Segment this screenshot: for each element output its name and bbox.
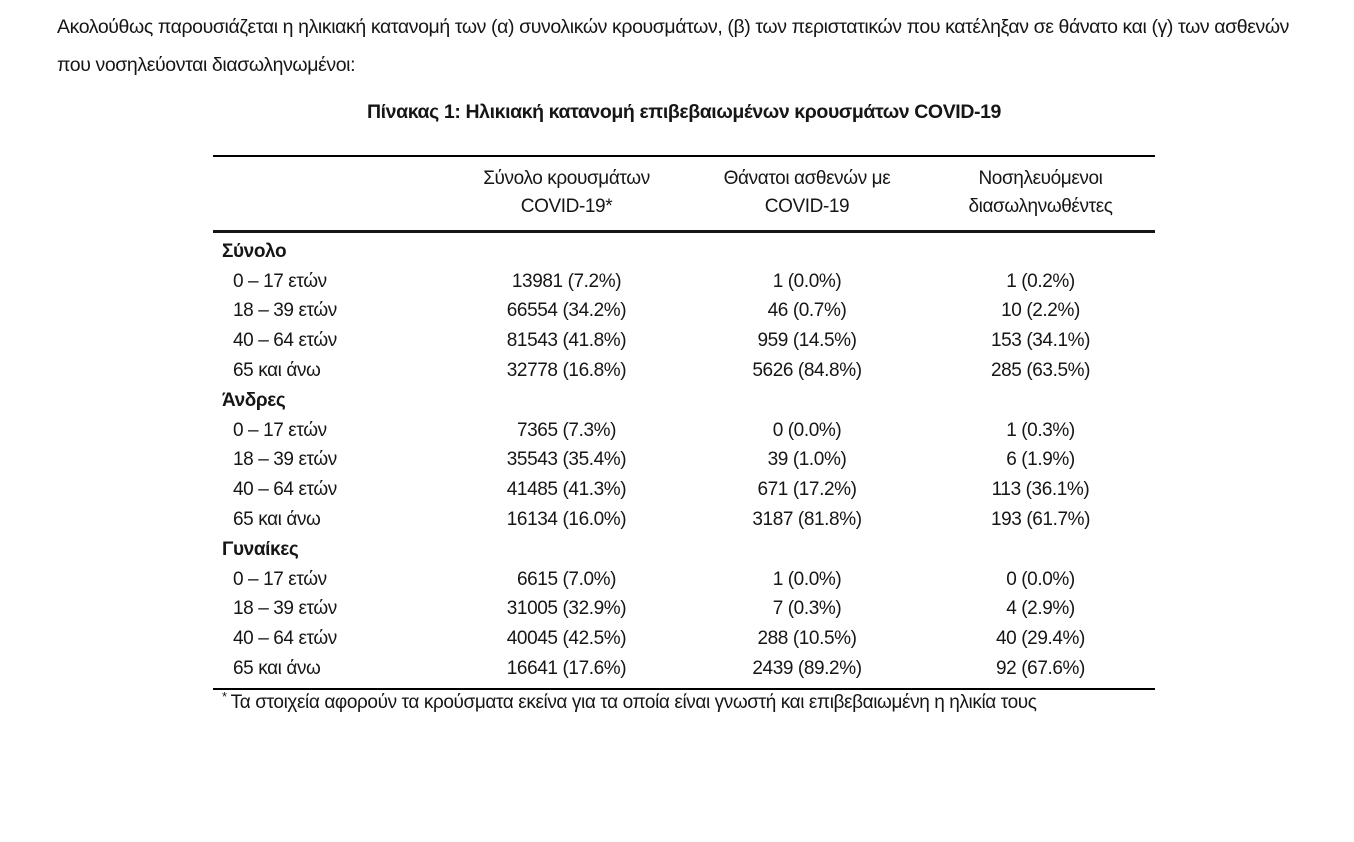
age-cell: 0 – 17 ετών [233,568,327,590]
intubated-cell: 153 (34.1%) [990,330,1091,352]
table-row: 18 – 39 ετών 35543 (35.4%) 39 (1.0%) 6 (… [213,446,1155,476]
table-row: 65 και άνω 16641 (17.6%) 2439 (89.2%) 92… [213,654,1155,684]
table-row: 40 – 64 ετών 81543 (41.8%) 959 (14.5%) 1… [213,326,1155,356]
intubated-cell: 285 (63.5%) [990,360,1091,382]
column-header-total-cases-line2: COVID-19* [520,196,613,217]
intubated-cell: 1 (0.2%) [1006,270,1075,292]
table-row: 18 – 39 ετών 66554 (34.2%) 46 (0.7%) 10 … [213,297,1155,327]
table-row: 18 – 39 ετών 31005 (32.9%) 7 (0.3%) 4 (2… [213,595,1155,625]
intro-paragraph: Ακολούθως παρουσιάζεται η ηλικιακή καταν… [57,16,1290,76]
column-header-intubated: Νοσηλευόμενοι διασωληνωθέντες [926,165,1155,221]
age-cell: 18 – 39 ετών [233,598,337,620]
deaths-cell: 0 (0.0%) [772,419,842,441]
deaths-cell: 959 (14.5%) [757,330,857,352]
deaths-cell: 1 (0.0%) [772,568,842,590]
total-cases-cell: 32778 (16.8%) [506,360,627,382]
table-row: 40 – 64 ετών 40045 (42.5%) 288 (10.5%) 4… [213,624,1155,654]
total-cases-cell: 6615 (7.0%) [516,568,617,590]
section-label: Γυναίκες [222,538,299,560]
age-cell: 40 – 64 ετών [233,479,337,501]
total-cases-cell: 35543 (35.4%) [506,449,627,471]
intubated-cell: 0 (0.0%) [1006,568,1075,590]
age-cell: 18 – 39 ετών [233,449,337,471]
intubated-cell: 92 (67.6%) [996,658,1085,680]
age-cell: 0 – 17 ετών [233,270,327,292]
footnote-asterisk: * [222,689,227,704]
age-cell: 40 – 64 ετών [233,628,337,650]
age-cell: 65 και άνω [233,509,321,531]
deaths-cell: 288 (10.5%) [757,628,857,650]
age-cell: 0 – 17 ετών [233,419,327,441]
table-row: 65 και άνω 32778 (16.8%) 5626 (84.8%) 28… [213,356,1155,386]
intubated-cell: 193 (61.7%) [990,509,1091,531]
footnote-text: Τα στοιχεία αφορούν τα κρούσματα εκείνα … [230,692,1037,713]
intubated-cell: 40 (29.4%) [996,628,1085,650]
total-cases-cell: 13981 (7.2%) [511,270,622,292]
total-cases-cell: 66554 (34.2%) [506,300,627,322]
covid-age-distribution-table: Σύνολο κρουσμάτων COVID-19* Θάνατοι ασθε… [213,155,1155,690]
section-label: Άνδρες [222,389,286,411]
total-cases-cell: 40045 (42.5%) [506,628,627,650]
section-label: Σύνολο [222,240,287,262]
deaths-cell: 39 (1.0%) [767,449,847,471]
table-row: 0 – 17 ετών 13981 (7.2%) 1 (0.0%) 1 (0.2… [213,267,1155,297]
intubated-cell: 4 (2.9%) [1006,598,1075,620]
table-row: 0 – 17 ετών 6615 (7.0%) 1 (0.0%) 0 (0.0%… [213,565,1155,595]
table-row: 65 και άνω 16134 (16.0%) 3187 (81.8%) 19… [213,505,1155,535]
table-row: 40 – 64 ετών 41485 (41.3%) 671 (17.2%) 1… [213,475,1155,505]
age-cell: 65 και άνω [233,360,321,382]
total-cases-cell: 31005 (32.9%) [506,598,627,620]
age-cell: 65 και άνω [233,658,321,680]
table-section-row: Σύνολο [213,237,1155,267]
total-cases-cell: 41485 (41.3%) [506,479,627,501]
table-section-row: Άνδρες [213,386,1155,416]
intubated-cell: 10 (2.2%) [1001,300,1080,322]
age-cell: 18 – 39 ετών [233,300,337,322]
table-section-row: Γυναίκες [213,535,1155,565]
table-body: Σύνολο 0 – 17 ετών 13981 (7.2%) 1 (0.0%)… [213,233,1155,690]
column-header-intubated-line2: διασωληνωθέντες [968,196,1113,217]
table-title: Πίνακας 1: Ηλικιακή κατανομή επιβεβαιωμέ… [366,101,1001,123]
deaths-cell: 5626 (84.8%) [752,360,862,382]
total-cases-cell: 16134 (16.0%) [506,509,627,531]
column-header-deaths: Θάνατοι ασθενών με COVID-19 [688,165,926,221]
table-header-row: Σύνολο κρουσμάτων COVID-19* Θάνατοι ασθε… [213,157,1155,233]
deaths-cell: 2439 (89.2%) [752,658,862,680]
intubated-cell: 113 (36.1%) [991,479,1090,501]
deaths-cell: 1 (0.0%) [772,270,842,292]
column-header-empty [213,165,445,221]
total-cases-cell: 7365 (7.3%) [516,419,617,441]
table-row: 0 – 17 ετών 7365 (7.3%) 0 (0.0%) 1 (0.3%… [213,416,1155,446]
column-header-deaths-line2: COVID-19 [764,196,850,217]
table-footnote: * Τα στοιχεία αφορούν τα κρούσματα εκείνα… [222,689,1037,714]
total-cases-cell: 81543 (41.8%) [506,330,627,352]
age-cell: 40 – 64 ετών [233,330,337,352]
intubated-cell: 6 (1.9%) [1006,449,1075,471]
column-header-intubated-line1: Νοσηλευόμενοι [978,168,1103,189]
intubated-cell: 1 (0.3%) [1006,419,1075,441]
deaths-cell: 7 (0.3%) [772,598,842,620]
column-header-total-cases-line1: Σύνολο κρουσμάτων [483,168,650,189]
column-header-deaths-line1: Θάνατοι ασθενών με [723,168,891,189]
column-header-total-cases: Σύνολο κρουσμάτων COVID-19* [445,165,688,221]
total-cases-cell: 16641 (17.6%) [506,658,627,680]
deaths-cell: 46 (0.7%) [767,300,847,322]
deaths-cell: 671 (17.2%) [757,479,857,501]
deaths-cell: 3187 (81.8%) [752,509,862,531]
